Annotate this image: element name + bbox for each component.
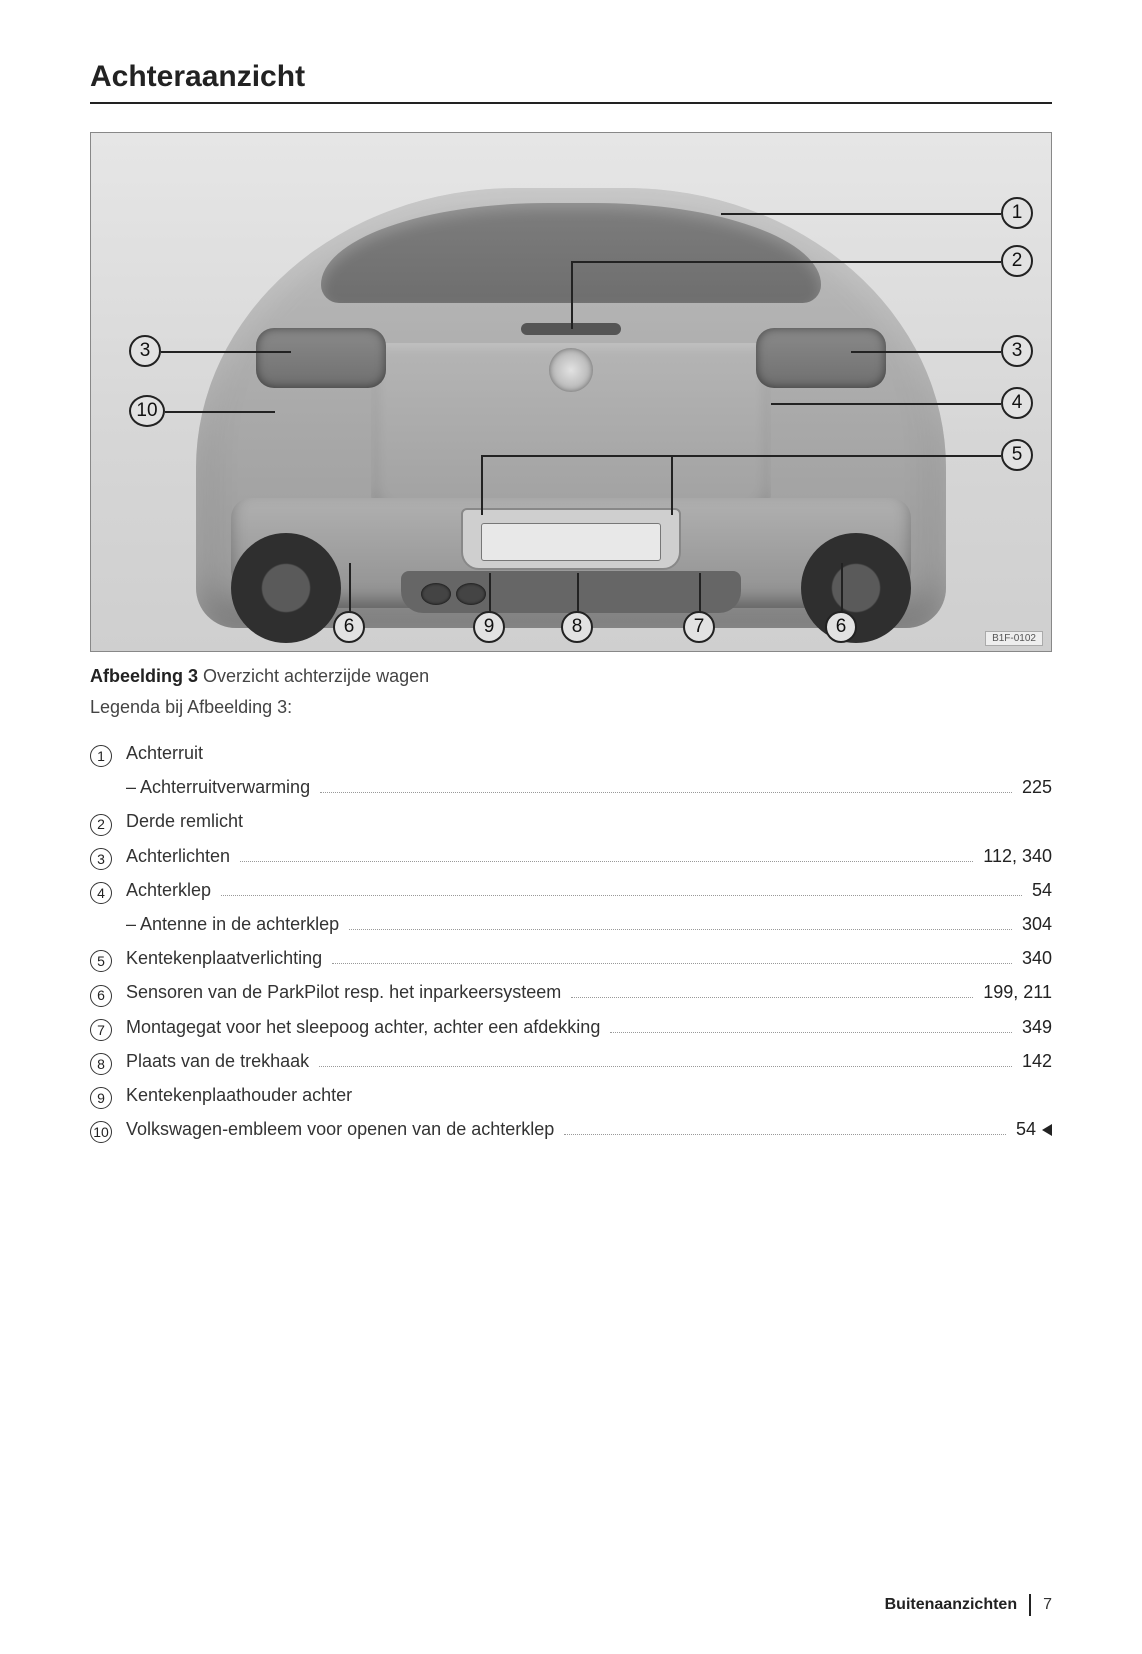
legend-sublabel: Achterruitverwarming [126, 770, 310, 804]
exhaust-left [421, 583, 451, 605]
lead-line [671, 455, 673, 515]
leader-dots [564, 1134, 1006, 1135]
leader-dots [221, 895, 1022, 896]
legend-row: 2 Derde remlicht [90, 804, 1052, 838]
legend-number-badge: 4 [90, 882, 112, 904]
page-footer: Buitenaanzichten 7 [885, 1594, 1052, 1616]
footer-separator [1029, 1594, 1031, 1616]
legend-subrow: Antenne in de achterklep 304 [90, 907, 1052, 941]
legend-label: Sensoren van de ParkPilot resp. het inpa… [126, 975, 561, 1009]
caption-bold: Afbeelding 3 [90, 666, 198, 686]
footer-section: Buitenaanzichten [885, 1596, 1017, 1614]
page-reference: 54 [1032, 873, 1052, 907]
page-reference: 340 [1022, 941, 1052, 975]
page-reference: 304 [1022, 907, 1052, 941]
legend-subrow: Achterruitverwarming 225 [90, 770, 1052, 804]
lead-line [851, 351, 1001, 353]
legend-label: Volkswagen-embleem voor openen van de ac… [126, 1112, 554, 1146]
continuation-icon [1042, 1124, 1052, 1136]
lead-line [771, 403, 1001, 405]
legend-row: 4 Achterklep 54 [90, 873, 1052, 907]
leader-dots [332, 963, 1012, 964]
legend-row: 3 Achterlichten 112, 340 [90, 839, 1052, 873]
callout-8: 8 [561, 611, 593, 643]
page-reference: 199, 211 [983, 975, 1052, 1009]
legend-label: Kentekenplaathouder achter [126, 1078, 352, 1112]
lead-line [165, 411, 275, 413]
leader-dots [571, 997, 973, 998]
exhaust-left2 [456, 583, 486, 605]
callout-9: 9 [473, 611, 505, 643]
lead-line [571, 261, 1001, 263]
leader-dots [319, 1066, 1012, 1067]
page-reference: 142 [1022, 1044, 1052, 1078]
callout-6-right: 6 [825, 611, 857, 643]
legend-number-badge: 10 [90, 1121, 112, 1143]
callout-6-left: 6 [333, 611, 365, 643]
legend-row: 5 Kentekenplaatverlichting 340 [90, 941, 1052, 975]
callout-5: 5 [1001, 439, 1033, 471]
lead-line [161, 351, 291, 353]
figure-code: B1F-0102 [985, 631, 1043, 646]
legend-label: Achterlichten [126, 839, 230, 873]
lead-line [571, 261, 573, 329]
legend-row: 1 Achterruit [90, 736, 1052, 770]
page-title: Achteraanzicht [90, 60, 1052, 104]
legend-row: 6 Sensoren van de ParkPilot resp. het inp… [90, 975, 1052, 1009]
callout-1: 1 [1001, 197, 1033, 229]
vw-emblem [549, 348, 593, 392]
legend-row: 7 Montagegat voor het sleepoog achter, ac… [90, 1010, 1052, 1044]
page-reference: 112, 340 [983, 839, 1052, 873]
license-plate [481, 523, 661, 561]
page-reference: 225 [1022, 770, 1052, 804]
lead-line [349, 563, 351, 618]
lead-line [481, 455, 671, 457]
figure-caption: Afbeelding 3 Overzicht achterzijde wagen [90, 666, 1052, 687]
figure-rear-view: 1 2 3 4 5 3 10 6 9 8 7 6 B1F-0102 [90, 132, 1052, 652]
legend-number-badge: 1 [90, 745, 112, 767]
legend-sublabel: Antenne in de achterklep [126, 907, 339, 941]
legend-list: 1 AchterruitAchterruitverwarming 225 2 Derde… [90, 736, 1052, 1146]
lead-line [721, 213, 1001, 215]
legend-number-badge: 8 [90, 1053, 112, 1075]
leader-dots [320, 792, 1012, 793]
legend-label: Plaats van de trekhaak [126, 1044, 309, 1078]
callout-3-right: 3 [1001, 335, 1033, 367]
legend-label: Achterklep [126, 873, 211, 907]
legend-row: 10 Volkswagen-embleem voor openen van de … [90, 1112, 1052, 1146]
page-reference: 349 [1022, 1010, 1052, 1044]
leader-dots [610, 1032, 1012, 1033]
legend-label: Derde remlicht [126, 804, 243, 838]
legend-number-badge: 3 [90, 848, 112, 870]
legend-label: Montagegat voor het sleepoog achter, ach… [126, 1010, 600, 1044]
legend-number-badge: 9 [90, 1087, 112, 1109]
page-reference: 54 [1016, 1112, 1052, 1146]
wheel-left [231, 533, 341, 643]
legend-row: 8 Plaats van de trekhaak 142 [90, 1044, 1052, 1078]
leader-dots [240, 861, 973, 862]
lead-line [481, 455, 483, 515]
callout-10: 10 [129, 395, 165, 427]
lead-line [671, 455, 1001, 457]
taillight-right [756, 328, 886, 388]
legend-label: Achterruit [126, 736, 203, 770]
caption-rest: Overzicht achterzijde wagen [198, 666, 429, 686]
leader-dots [349, 929, 1012, 930]
taillight-left [256, 328, 386, 388]
legend-intro: Legenda bij Afbeelding 3: [90, 697, 1052, 718]
callout-7: 7 [683, 611, 715, 643]
diffuser [401, 571, 741, 613]
callout-2: 2 [1001, 245, 1033, 277]
legend-number-badge: 2 [90, 814, 112, 836]
legend-number-badge: 5 [90, 950, 112, 972]
legend-label: Kentekenplaatverlichting [126, 941, 322, 975]
lead-line [841, 563, 843, 618]
legend-number-badge: 6 [90, 985, 112, 1007]
callout-4: 4 [1001, 387, 1033, 419]
legend-number-badge: 7 [90, 1019, 112, 1041]
legend-row: 9 Kentekenplaathouder achter [90, 1078, 1052, 1112]
footer-page-number: 7 [1043, 1596, 1052, 1614]
callout-3-left: 3 [129, 335, 161, 367]
